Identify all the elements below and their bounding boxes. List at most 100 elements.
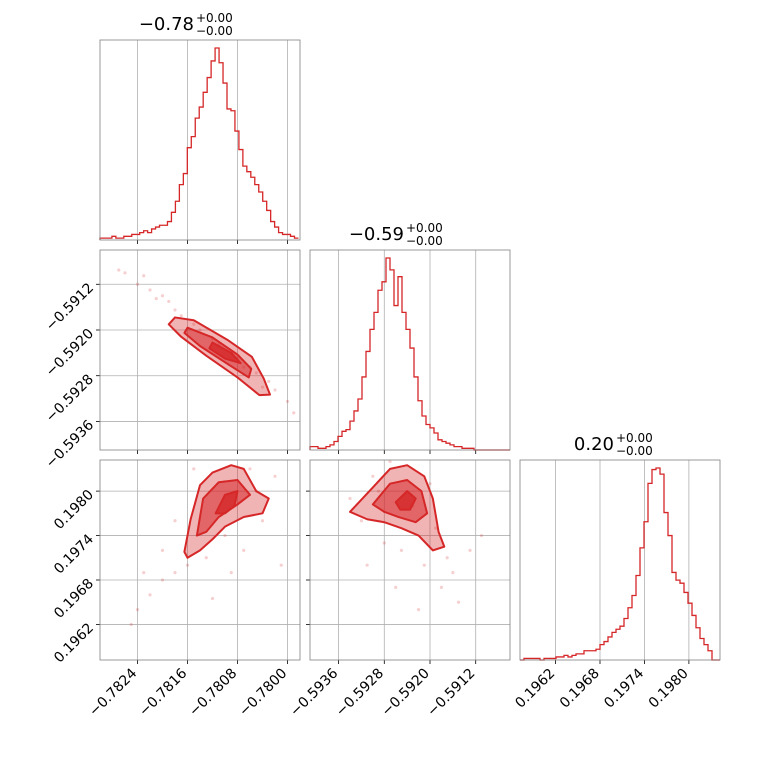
sample-point	[292, 411, 296, 415]
sample-point	[135, 608, 140, 612]
sample-point	[273, 474, 277, 478]
param-title-minus: −0.00	[616, 444, 653, 458]
sample-point	[422, 563, 426, 567]
sample-point	[167, 299, 171, 304]
sample-point	[179, 314, 183, 318]
param-title-plus: +0.00	[196, 11, 233, 25]
sample-point	[348, 496, 352, 501]
histogram-line	[99, 47, 299, 240]
sample-point	[160, 578, 165, 582]
y-tick-label: −0.5936	[43, 417, 97, 471]
sample-point	[439, 585, 444, 590]
panel-frame	[309, 249, 511, 451]
sample-point	[229, 570, 233, 575]
sample-point	[371, 474, 375, 478]
sample-point	[173, 519, 177, 523]
density-contour	[208, 341, 242, 365]
panel-frame	[99, 249, 301, 451]
sample-point	[142, 274, 146, 278]
histogram-line	[520, 467, 720, 661]
y-tick-label: −0.5920	[43, 326, 97, 380]
panel-r2-c0	[96, 459, 301, 664]
histogram-line	[309, 257, 510, 451]
density-contour	[394, 490, 417, 511]
x-tick-label: −0.7808	[186, 666, 240, 720]
panel-frame	[519, 459, 721, 661]
sample-point	[173, 308, 177, 312]
sample-point	[204, 556, 208, 560]
sample-point	[273, 388, 277, 392]
panel-r1-c1	[309, 249, 511, 454]
sample-point	[117, 268, 121, 272]
sample-point	[242, 548, 246, 552]
param-title-value: −0.59	[349, 224, 404, 245]
y-tick-label: 0.1968	[51, 576, 97, 622]
sample-point	[148, 288, 152, 292]
sample-point	[382, 541, 386, 545]
sample-point	[129, 622, 133, 627]
sample-point	[173, 570, 177, 575]
sample-point	[267, 379, 271, 384]
x-tick-label: 0.1980	[646, 666, 692, 712]
x-tick-label: 0.1974	[601, 665, 647, 711]
param-title-minus: −0.00	[196, 24, 233, 38]
sample-point	[394, 585, 398, 590]
x-tick-label: −0.5936	[287, 665, 341, 719]
sample-point	[416, 608, 421, 612]
sample-point	[154, 296, 158, 301]
param-title-value: 0.20	[574, 434, 614, 455]
sample-point	[279, 563, 283, 567]
sample-point	[198, 328, 202, 332]
sample-point	[456, 600, 461, 604]
sample-point	[260, 385, 265, 389]
y-tick-label: −0.5928	[43, 371, 97, 425]
x-tick-label: −0.7800	[236, 666, 290, 720]
sample-point	[192, 322, 196, 326]
sample-point	[210, 596, 215, 601]
sample-point	[260, 519, 265, 523]
param-title-value: −0.78	[139, 14, 194, 35]
x-tick-label: 0.1962	[512, 666, 558, 712]
x-tick-label: −0.5920	[379, 666, 433, 720]
panel-background	[100, 460, 300, 660]
panel-r0-c0	[99, 39, 301, 244]
x-tick-label: 0.1968	[557, 666, 603, 712]
sample-point	[148, 593, 152, 597]
param-title-minus: −0.00	[406, 234, 443, 248]
sample-point	[399, 548, 404, 552]
panel-background	[520, 460, 720, 660]
density-contour	[214, 490, 239, 515]
sample-point	[359, 519, 364, 523]
sample-point	[192, 467, 196, 471]
sample-point	[468, 548, 472, 552]
y-tick-label: 0.1980	[51, 487, 97, 533]
sample-point	[479, 533, 484, 538]
sample-point	[248, 467, 252, 471]
y-tick-label: −0.5912	[43, 280, 97, 334]
sample-point	[185, 563, 190, 567]
sample-point	[135, 282, 140, 286]
sample-point	[434, 526, 438, 530]
panel-r1-c0	[96, 249, 301, 454]
panel-frame	[309, 459, 511, 661]
sample-point	[388, 459, 392, 464]
sample-point	[254, 371, 258, 375]
panel-background	[310, 250, 510, 450]
param-title-plus: +0.00	[406, 221, 443, 235]
y-tick-label: 0.1962	[51, 620, 97, 666]
sample-point	[451, 570, 455, 575]
param-title-plus: +0.00	[616, 431, 653, 445]
sample-point	[142, 570, 146, 575]
sample-point	[365, 563, 369, 567]
sample-point	[285, 399, 290, 404]
sample-point	[376, 489, 381, 493]
x-tick-label: −0.7824	[86, 665, 140, 719]
y-tick-label: 0.1974	[51, 531, 97, 577]
panel-frame	[99, 39, 301, 241]
panel-frame	[99, 459, 301, 661]
panel-r2-c2	[519, 459, 721, 664]
sample-point	[160, 294, 165, 298]
sample-point	[223, 533, 227, 538]
sample-point	[123, 271, 127, 275]
